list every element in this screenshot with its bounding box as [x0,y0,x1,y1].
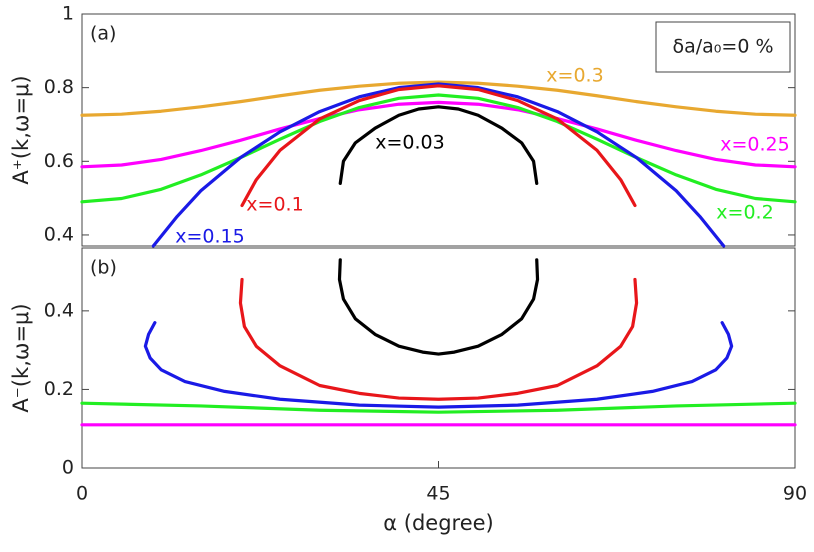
y-tick-label: 0.8 [44,76,74,98]
y-tick-label: 0.4 [44,299,74,321]
annotation-box [655,21,791,73]
panel-label: (b) [90,257,117,279]
data-line [338,105,539,185]
y-tick-label: 0.2 [44,378,74,400]
y-axis-label: A⁻(k,ω=μ) [9,303,33,412]
data-line [80,93,797,204]
data-line [337,258,540,356]
data-line [80,80,797,117]
data-line [151,82,726,248]
plot-frame [81,13,796,247]
y-tick-label: 0.6 [44,150,74,172]
series-label: x=0.25 [720,134,789,156]
y-axis-label: A⁺(k,ω=μ) [9,75,33,184]
series-label: x=0.3 [546,65,603,87]
x-tick-label: 90 [783,483,807,505]
y-tick-label: 0 [62,457,74,479]
series-label: x=0.03 [375,132,444,154]
data-line [238,277,639,401]
panel-label: (a) [90,23,116,45]
series-label: x=0.2 [716,202,773,224]
series-label: x=0.1 [246,194,303,216]
x-axis-label: α (degree) [383,511,494,535]
data-line [80,401,797,414]
data-line [80,100,797,169]
annotation: δa/a₀=0 % [672,36,773,58]
data-line [143,321,734,409]
x-tick-label: 45 [426,483,450,505]
y-tick-label: 0.4 [44,223,74,245]
x-tick-label: 0 [76,483,88,505]
data-line [240,84,637,208]
y-tick-label: 1 [62,3,74,25]
series-label: x=0.15 [175,226,244,248]
